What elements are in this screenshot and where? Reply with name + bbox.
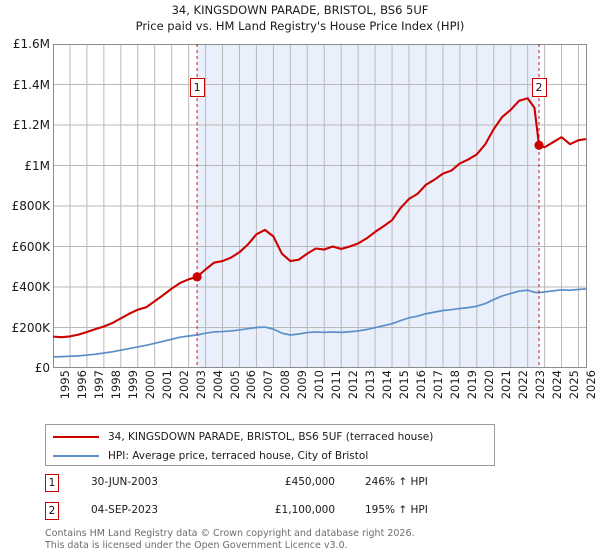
x-tick-label: 2025 xyxy=(566,370,581,400)
transaction-date: 30-JUN-2003 xyxy=(91,476,158,488)
x-tick-label: 2008 xyxy=(278,370,293,400)
series-line-property xyxy=(53,97,587,339)
y-tick-label: £1.4M xyxy=(12,77,50,92)
transaction-hpi-delta: 195% ↑ HPI xyxy=(365,504,428,516)
transaction-price: £1,100,000 xyxy=(274,504,335,516)
page-subtitle: Price paid vs. HM Land Registry's House … xyxy=(135,19,465,33)
table-row[interactable]: 1 30-JUN-2003 £450,000 246% ↑ HPI xyxy=(45,471,495,499)
sale-point-marker xyxy=(534,140,544,150)
x-tick-label: 1997 xyxy=(91,370,106,400)
price-history-chart xyxy=(53,44,587,368)
x-axis-labels: 1995 1996 1997 1998 1999 2000 2001 2002 2003 2004… xyxy=(0,368,600,416)
transactions-table: 1 30-JUN-2003 £450,000 246% ↑ HPI 2 04-SEP-20… xyxy=(45,471,495,527)
y-tick-label: £0 xyxy=(34,361,50,375)
legend-label: HPI: Average price, terraced house, City… xyxy=(108,449,369,462)
y-tick-label: £1.2M xyxy=(12,118,50,132)
series-line-hpi xyxy=(53,288,587,358)
x-tick-label: 2018 xyxy=(447,370,462,400)
x-tick-label: 2024 xyxy=(549,370,564,400)
x-tick-label: 2026 xyxy=(583,370,598,400)
x-tick-label: 2020 xyxy=(481,370,496,400)
plot-border xyxy=(53,44,587,368)
event-marker-badge-2[interactable]: 2 xyxy=(531,78,547,97)
x-tick-label: 2022 xyxy=(515,370,530,400)
transaction-hpi-delta: 246% ↑ HPI xyxy=(365,476,428,488)
footer-line-1: Contains HM Land Registry data © Crown c… xyxy=(45,528,415,539)
x-tick-label: 2016 xyxy=(414,370,428,400)
y-tick-label: £800K xyxy=(11,199,50,213)
x-tick-label: 2007 xyxy=(261,370,276,400)
y-tick-label: £600K xyxy=(11,239,50,254)
transaction-index-badge[interactable]: 1 xyxy=(45,474,59,492)
chart-svg xyxy=(53,44,587,368)
x-tick-label: 2023 xyxy=(532,370,547,400)
x-tick-label: 2015 xyxy=(397,370,412,400)
chart-title-block: 34, KINGSDOWN PARADE, BRISTOL, BS6 5UF P… xyxy=(0,2,600,34)
x-tick-label: 2001 xyxy=(159,370,174,400)
legend-color-swatch xyxy=(53,435,99,438)
legend-item: 34, KINGSDOWN PARADE, BRISTOL, BS6 5UF (… xyxy=(53,427,494,446)
table-row[interactable]: 2 04-SEP-2023 £1,100,000 195% ↑ HPI xyxy=(45,499,495,527)
footer-line-2: This data is licensed under the Open Gov… xyxy=(45,539,348,551)
page-title: 34, KINGSDOWN PARADE, BRISTOL, BS6 5UF xyxy=(171,3,429,17)
x-tick-label: 2013 xyxy=(363,370,378,400)
x-tick-label: 1998 xyxy=(108,370,123,400)
x-tick-label: 2004 xyxy=(210,370,225,400)
legend-color-swatch xyxy=(53,454,99,457)
chart-legend: 34, KINGSDOWN PARADE, BRISTOL, BS6 5UF (… xyxy=(45,424,495,466)
x-tick-label: 2005 xyxy=(227,370,242,400)
x-tick-label: 2012 xyxy=(346,370,361,400)
x-tick-label: 2011 xyxy=(329,370,344,400)
x-tick-label: 2002 xyxy=(176,370,191,400)
footer-attribution: Contains HM Land Registry data © Crown c… xyxy=(45,528,585,551)
x-tick-label: 1996 xyxy=(74,370,89,400)
x-tick-label: 2014 xyxy=(380,370,395,400)
y-tick-label: £1.6M xyxy=(12,37,50,51)
x-tick-label: 2009 xyxy=(295,370,310,400)
x-tick-label: 1995 xyxy=(58,370,72,400)
x-tick-label: 2017 xyxy=(430,370,445,400)
y-tick-label: £400K xyxy=(11,280,50,294)
transaction-price: £450,000 xyxy=(284,476,335,488)
legend-label: 34, KINGSDOWN PARADE, BRISTOL, BS6 5UF (… xyxy=(108,430,434,443)
y-tick-label: £1M xyxy=(24,158,50,173)
x-tick-label: 2021 xyxy=(498,370,513,400)
event-marker-badge-1[interactable]: 1 xyxy=(189,78,205,97)
legend-item: HPI: Average price, terraced house, City… xyxy=(53,446,494,465)
x-tick-label: 1999 xyxy=(125,370,140,400)
y-tick-label: £200K xyxy=(11,320,50,335)
x-tick-label: 2000 xyxy=(142,370,157,400)
transaction-date: 04-SEP-2023 xyxy=(91,504,159,516)
sale-point-marker xyxy=(192,272,202,282)
x-tick-label: 2006 xyxy=(244,370,259,400)
x-tick-label: 2010 xyxy=(312,370,327,400)
transaction-index-badge[interactable]: 2 xyxy=(45,502,59,520)
x-tick-label: 2003 xyxy=(193,370,208,400)
y-axis-labels: £0 £200K £400K £600K £800K £1M £1.2M £1.4M £1.6M xyxy=(0,0,53,420)
x-tick-label: 2019 xyxy=(464,370,479,400)
